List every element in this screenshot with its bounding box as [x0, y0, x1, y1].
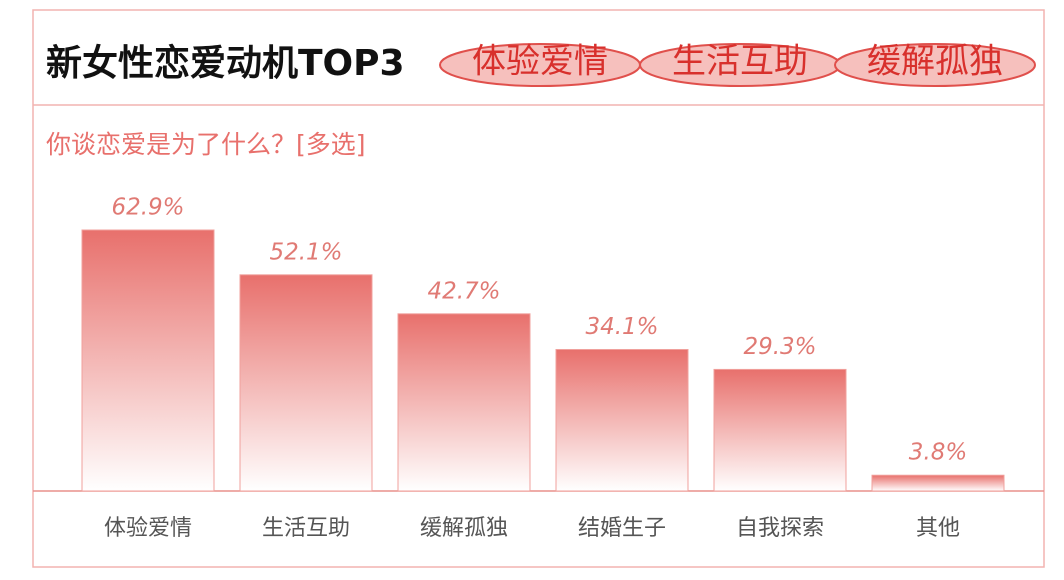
tag-label: 生活互助: [672, 42, 808, 82]
tag-ellipse: [834, 43, 1036, 87]
value-label: 62.9%: [111, 195, 184, 221]
tag-label: 体验爱情: [472, 42, 608, 82]
chart-subtitle: 你谈恋爱是为了什么？[多选]: [46, 130, 366, 159]
tag-label: 缓解孤独: [867, 42, 1003, 82]
highlight-tag: 缓解孤独: [834, 42, 1036, 87]
value-label: 34.1%: [585, 314, 658, 340]
highlight-tag: 生活互助: [639, 42, 841, 87]
bar: [871, 474, 1005, 492]
bar: [239, 274, 373, 492]
frame: [32, 9, 1045, 568]
value-label: 29.3%: [743, 334, 816, 360]
bar: [555, 349, 689, 492]
value-label: 3.8%: [909, 440, 967, 466]
x-tick-label: 其他: [916, 516, 960, 541]
value-label: 42.7%: [427, 278, 500, 304]
value-label: 52.1%: [269, 239, 342, 265]
x-tick-label: 结婚生子: [578, 516, 666, 541]
bar: [81, 229, 215, 492]
bar: [713, 368, 847, 492]
x-tick-label: 生活互助: [262, 516, 350, 541]
highlight-tag: 体验爱情: [439, 42, 641, 87]
x-tick-label: 体验爱情: [104, 516, 192, 541]
bar: [397, 313, 531, 492]
x-tick-label: 缓解孤独: [420, 516, 508, 541]
chart-title: 新女性恋爱动机TOP3: [46, 42, 405, 84]
x-tick-label: 自我探索: [736, 516, 824, 541]
